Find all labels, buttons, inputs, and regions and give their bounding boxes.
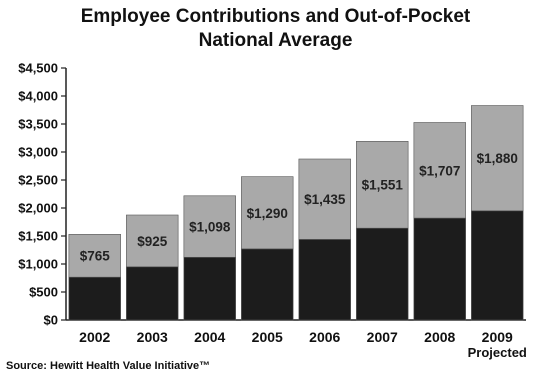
x-tick-label: 2006: [309, 329, 340, 345]
y-tick-label: $4,000: [18, 89, 58, 104]
data-label: $1,551: [362, 178, 404, 193]
x-tick-sublabel: Projected: [468, 345, 527, 360]
y-tick-label: $2,500: [18, 173, 58, 188]
bar-segment-bottom: [356, 227, 409, 321]
bar-segment-top: [356, 141, 409, 229]
bar-segment-bottom: [413, 217, 466, 321]
x-tick-label: 2002: [79, 329, 110, 345]
x-tick-label: 2008: [424, 329, 455, 345]
y-tick-label: $2,000: [18, 201, 58, 216]
data-label: $1,290: [247, 206, 288, 221]
y-tick-label: $1,000: [18, 257, 58, 272]
x-tick-label: 2003: [137, 329, 168, 345]
bar-segment-top: [183, 195, 236, 258]
bar-segment-bottom: [241, 248, 294, 321]
bar-segment-bottom: [126, 266, 179, 321]
bar-segment-top: [413, 122, 466, 219]
chart-title-line1: Employee Contributions and Out-of-Pocket: [80, 6, 471, 27]
bar-segment-bottom: [68, 276, 121, 321]
data-label: $1,880: [477, 151, 518, 166]
data-label: $1,707: [419, 163, 460, 178]
data-label: $1,098: [189, 220, 231, 235]
y-tick-label: $500: [29, 285, 58, 300]
data-label: $765: [80, 249, 111, 264]
x-tick-label: 2005: [252, 329, 283, 345]
chart-title-line2: National Average: [198, 30, 353, 51]
bar-segment-bottom: [298, 239, 351, 321]
bar-segment-top: [126, 214, 179, 268]
y-tick-label: $1,500: [18, 229, 58, 244]
y-tick-label: $0: [44, 313, 58, 328]
bar-segment-top: [68, 234, 121, 278]
bar-segment-bottom: [183, 256, 236, 321]
x-tick-label: 2009: [482, 329, 513, 345]
y-tick-label: $3,500: [18, 117, 58, 132]
bar-segment-top: [298, 158, 351, 240]
x-tick-label: 2004: [194, 329, 225, 345]
source-note: Source: Hewitt Health Value Initiative™: [6, 360, 211, 372]
data-label: $1,435: [304, 192, 346, 207]
bar-segment-top: [471, 105, 524, 212]
y-tick-label: $3,000: [18, 145, 58, 160]
data-label: $925: [137, 234, 168, 249]
x-tick-label: 2007: [367, 329, 398, 345]
y-tick-label: $4,500: [18, 61, 58, 76]
bar-segment-bottom: [471, 210, 524, 321]
bar-segment-top: [241, 176, 294, 250]
